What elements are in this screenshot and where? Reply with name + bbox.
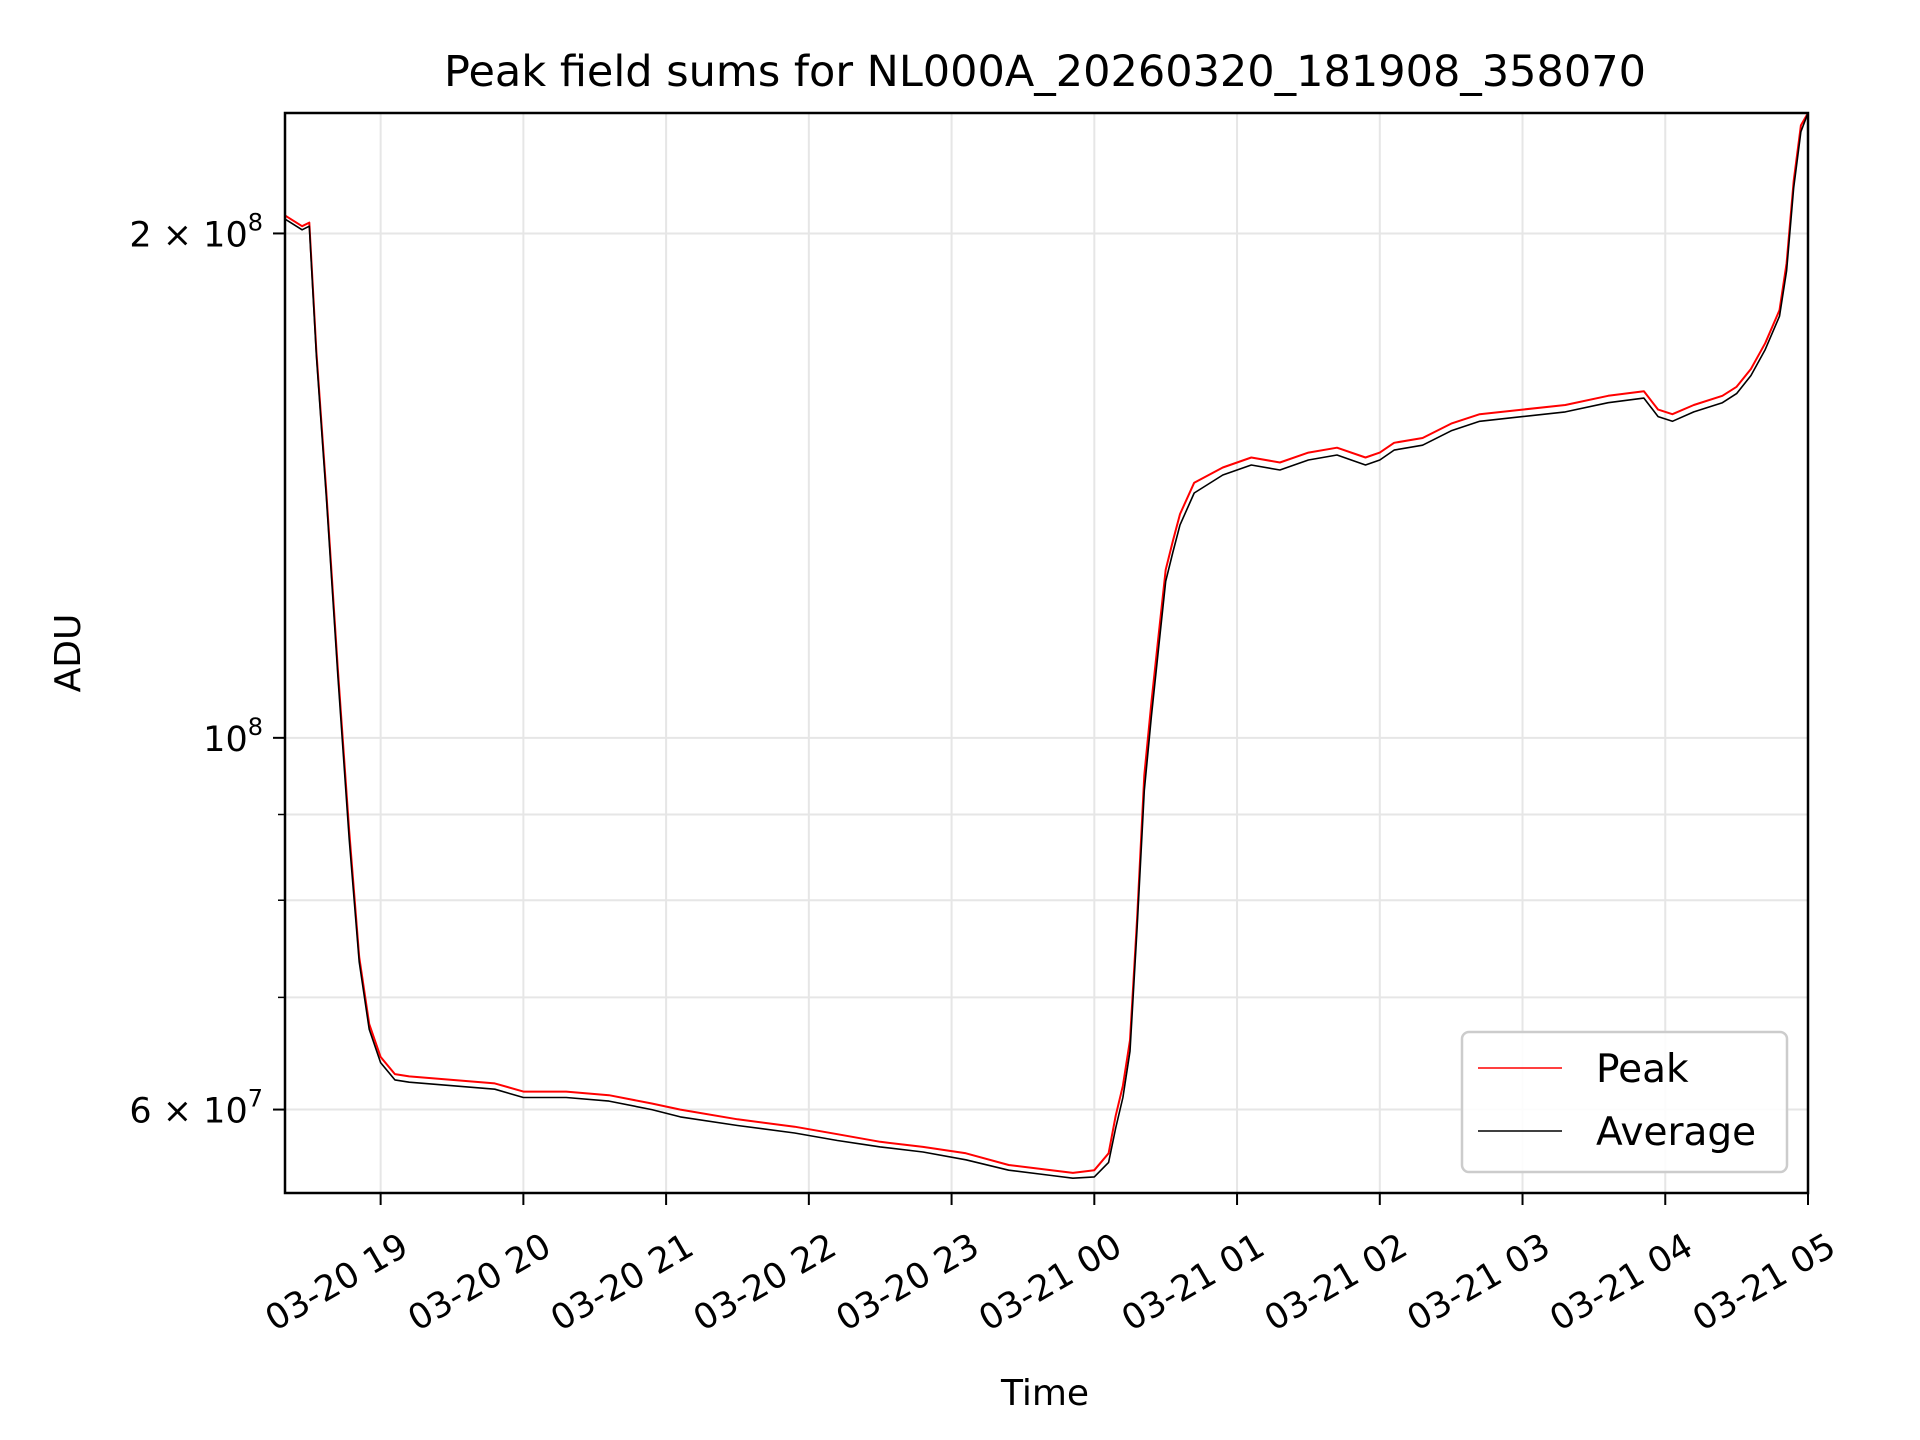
- chart-title: Peak field sums for NL000A_20260320_1819…: [444, 47, 1646, 97]
- legend-label-average: Average: [1596, 1110, 1756, 1155]
- y-axis-ticks: 2 × 108 108 6 × 107: [129, 208, 285, 1132]
- series-line-average: [285, 113, 1808, 1179]
- legend-box: [1460, 1030, 1789, 1174]
- series-group: [285, 113, 1808, 1179]
- y-tick-label: 108: [203, 713, 263, 760]
- x-axis-label: Time: [1000, 1373, 1089, 1414]
- legend: Peak Average: [1460, 1030, 1789, 1174]
- legend-label-peak: Peak: [1596, 1047, 1689, 1092]
- plot-frame: [283, 111, 1810, 1195]
- y-tick-label: 6 × 107: [129, 1085, 263, 1132]
- y-axis-label: ADU: [48, 614, 89, 693]
- y-tick-label: 2 × 108: [129, 208, 263, 255]
